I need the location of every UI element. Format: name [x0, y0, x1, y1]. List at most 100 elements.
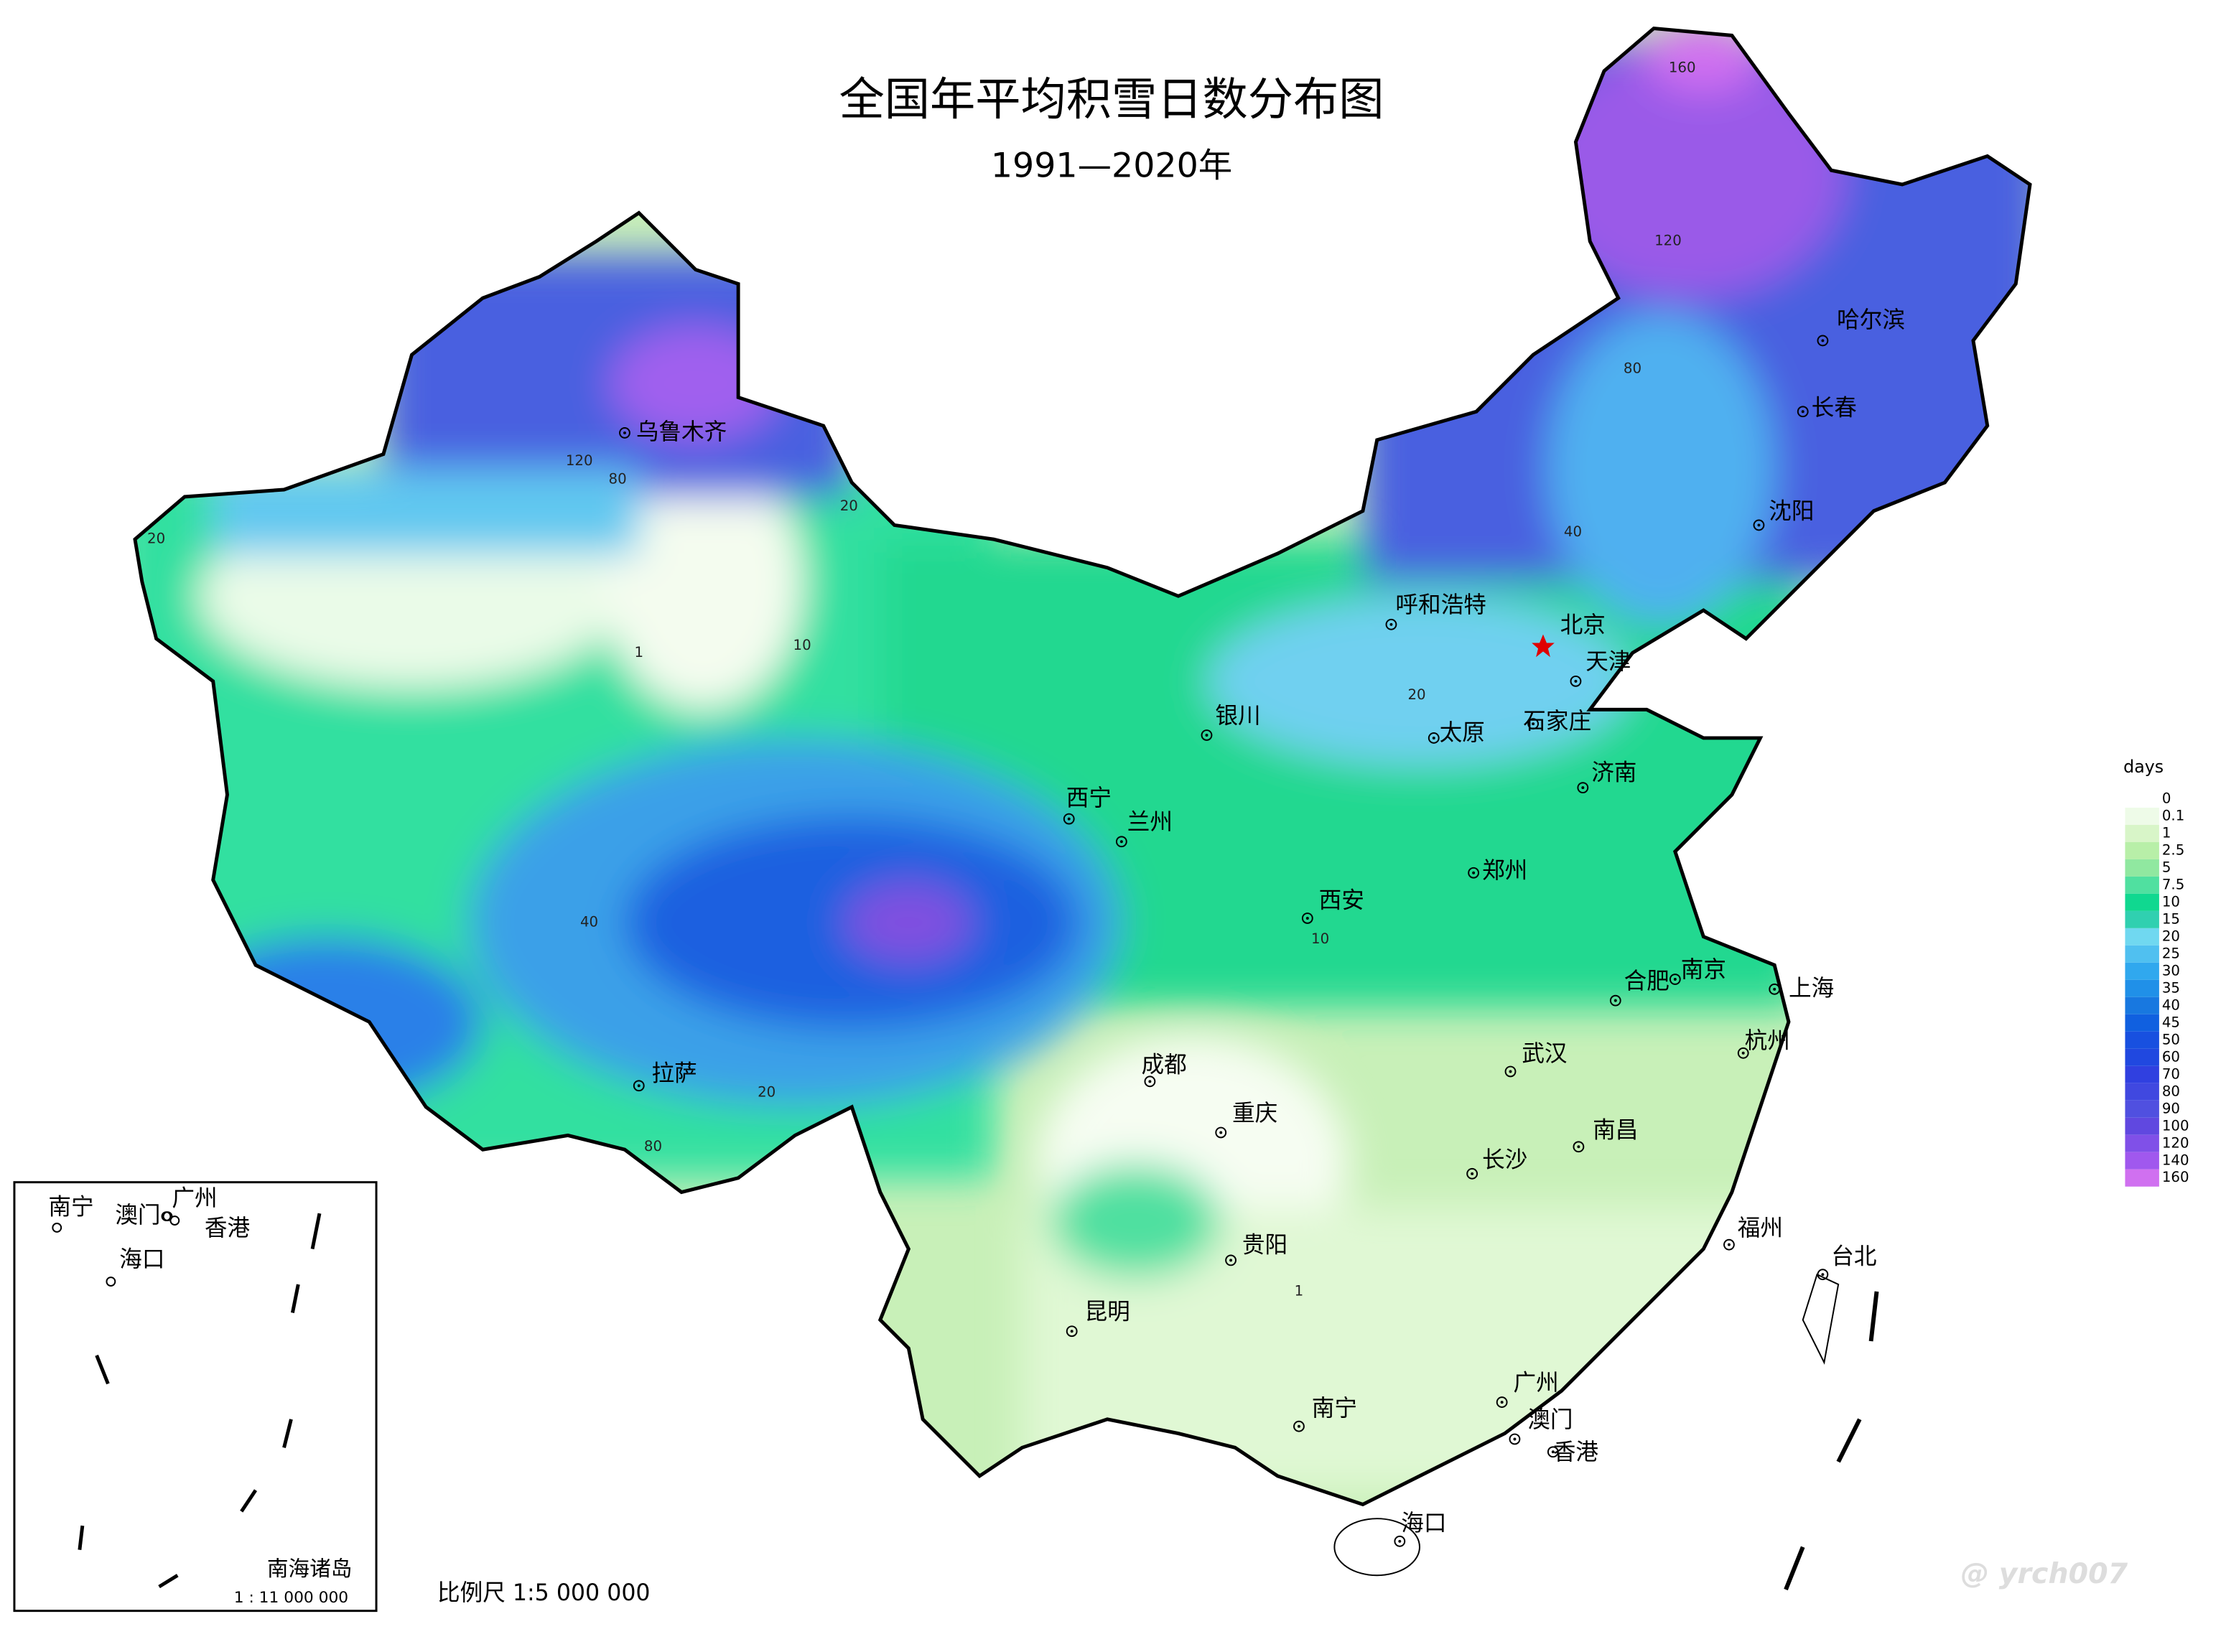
city-dot [1769, 983, 1781, 995]
inset-city-label: 澳门 [115, 1203, 160, 1228]
hainan [1333, 1518, 1420, 1577]
legend-swatch [2125, 790, 2159, 808]
city-dot [1301, 913, 1313, 924]
city-dot-center [1673, 978, 1677, 981]
contour-label: 20 [1407, 686, 1425, 703]
inset-dashes [78, 1213, 322, 1589]
legend-label: 25 [2162, 945, 2180, 961]
city-dot [1817, 335, 1829, 347]
city-label: 天津 [1585, 649, 1631, 675]
legend-label: 10 [2162, 893, 2180, 910]
city-dot [1504, 1065, 1517, 1078]
contour-label: 40 [1564, 523, 1582, 540]
legend-swatch [2125, 1065, 2159, 1083]
legend-swatch [2125, 979, 2159, 997]
legend-label: 80 [2162, 1083, 2180, 1099]
legend-swatch [2125, 1169, 2159, 1187]
legend-label: 100 [2162, 1117, 2189, 1134]
contour-label: 120 [1654, 233, 1682, 249]
city-dot [1385, 618, 1397, 630]
city-dot-center [1229, 1259, 1233, 1262]
contour-label: 10 [793, 637, 811, 653]
city-label: 台北 [1831, 1243, 1876, 1269]
city-label: 西宁 [1066, 785, 1112, 811]
inset-frame [13, 1181, 378, 1613]
city-label: 重庆 [1232, 1101, 1277, 1126]
legend-title: days [2123, 757, 2164, 777]
city-label: 长沙 [1482, 1147, 1527, 1173]
city-dot [1577, 782, 1589, 794]
city-dot-center [1472, 871, 1476, 874]
inset-scale: 1 : 11 000 000 [234, 1589, 348, 1607]
city-label: 上海 [1789, 976, 1834, 1002]
city-dot-center [1389, 622, 1393, 626]
legend-swatch [2125, 1048, 2159, 1066]
city-label: 兰州 [1127, 810, 1173, 836]
city-dot [619, 427, 630, 439]
city-label: 香港 [1553, 1439, 1598, 1465]
inset-title: 南海诸岛 [267, 1556, 353, 1581]
city-label: 济南 [1591, 760, 1636, 785]
legend-swatch [2125, 893, 2159, 911]
city-dot [633, 1080, 645, 1092]
contour-label: 120 [566, 452, 593, 469]
city-dot-center [1119, 840, 1123, 844]
contour-label: 80 [644, 1138, 662, 1154]
city-dot-center [1067, 817, 1071, 821]
inset-city-label: 南宁 [48, 1194, 93, 1220]
city-label: 石家庄 [1523, 709, 1591, 734]
legend-label: 0.1 [2162, 807, 2184, 823]
city-label: 澳门 [1527, 1407, 1573, 1433]
city-label: 南昌 [1593, 1118, 1638, 1144]
legend-label: 40 [2162, 997, 2180, 1013]
legend-label: 1 [2162, 824, 2171, 841]
city-dot-center [1577, 1145, 1580, 1149]
city-dot-center [1821, 339, 1825, 342]
legend-swatch [2125, 859, 2159, 877]
legend-swatch [2125, 945, 2159, 963]
legend-swatch [2125, 1083, 2159, 1101]
inset-city-label: 海口 [119, 1246, 164, 1272]
city-label: 福州 [1738, 1215, 1783, 1241]
city-dot-center [1574, 679, 1578, 683]
contour-label: 40 [580, 913, 598, 930]
legend-swatch [2125, 928, 2159, 946]
city-label: 海口 [1401, 1511, 1446, 1536]
legend-label: 70 [2162, 1065, 2180, 1082]
city-label: 郑州 [1482, 858, 1527, 884]
legend-label: 2.5 [2162, 841, 2184, 858]
legend-swatch [2125, 1100, 2159, 1118]
city-dot-center [1398, 1539, 1402, 1543]
city-label: 昆明 [1084, 1299, 1130, 1325]
scale: 比例尺 1:5 000 000 [437, 1580, 651, 1606]
city-dot [1225, 1254, 1237, 1266]
legend-label: 90 [2162, 1100, 2180, 1116]
capital-star [1532, 634, 1555, 658]
city-dot [1066, 1325, 1078, 1338]
city-dot-center [1509, 1070, 1512, 1073]
contour-label: 1 [634, 644, 643, 661]
legend-swatch [2125, 824, 2159, 842]
contour-label: 20 [758, 1084, 776, 1101]
city-dot-center [1205, 734, 1209, 737]
title: 全国年平均积雪日数分布图 [839, 73, 1384, 126]
city-dot [1509, 1433, 1521, 1445]
city-dot [1570, 675, 1582, 687]
legend-label: 30 [2162, 962, 2180, 979]
taiwan [1802, 1273, 1840, 1365]
city-dot [1753, 519, 1765, 531]
legend-swatch [2125, 807, 2159, 825]
legend-label: 7.5 [2162, 876, 2184, 892]
contour-label: 20 [840, 498, 858, 514]
city-dot [1293, 1420, 1305, 1432]
legend-swatch [2125, 962, 2159, 980]
city-label: 沈阳 [1769, 499, 1814, 525]
city-dot-center [1821, 1273, 1825, 1277]
legend-swatch [2125, 876, 2159, 894]
city-dot-center [1551, 1450, 1555, 1454]
city-dot [169, 1215, 180, 1226]
city-dot [1573, 1141, 1585, 1153]
